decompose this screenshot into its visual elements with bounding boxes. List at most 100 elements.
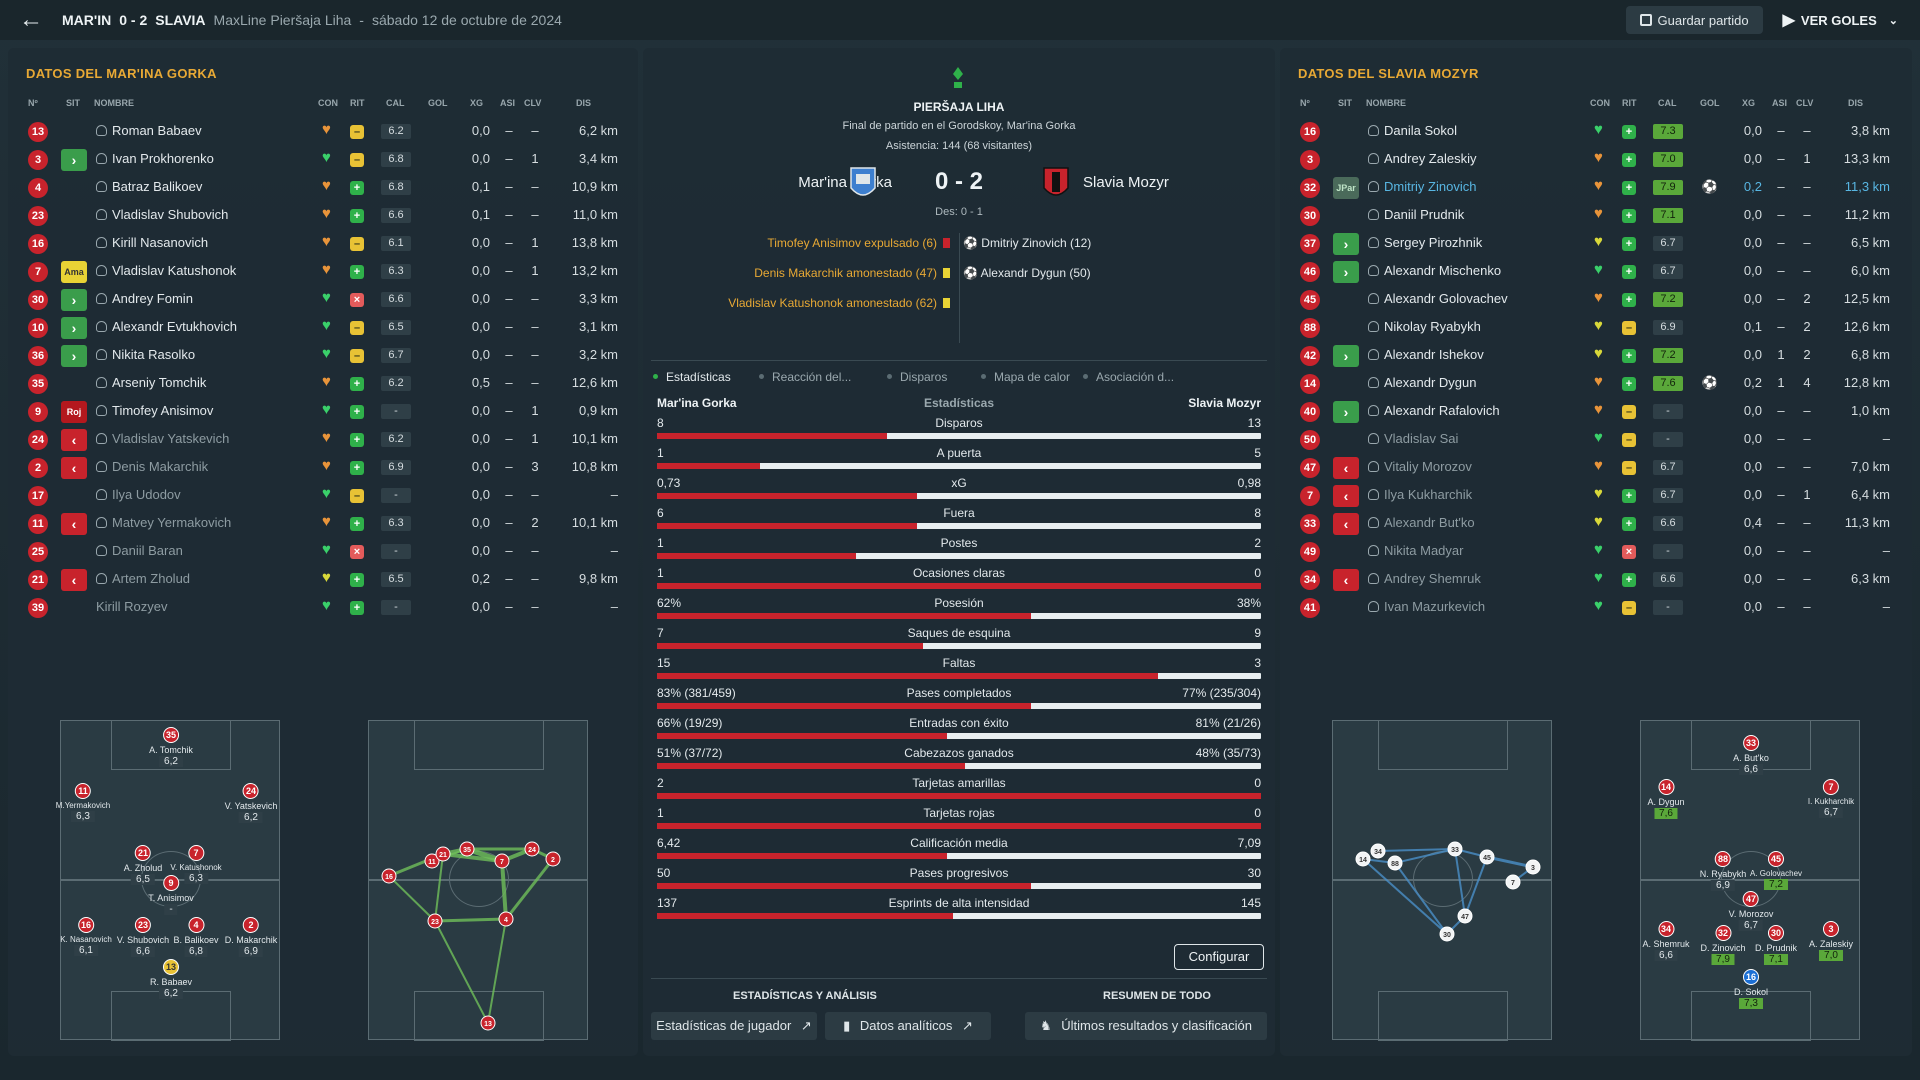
player-name[interactable]: Ivan Mazurkevich: [1368, 599, 1578, 614]
formation-player[interactable]: 16 K. Nasanovich 6,1: [60, 917, 112, 956]
pass-node[interactable]: [1447, 841, 1463, 857]
formation-player[interactable]: 24 V. Yatskevich 6,2: [225, 783, 277, 823]
pass-node[interactable]: [381, 868, 397, 884]
player-row[interactable]: 37 › Sergey Pirozhnik ♥ +6.7 0,0– –6,5 km: [1280, 230, 1910, 258]
pass-node[interactable]: [524, 841, 540, 857]
player-row[interactable]: 21 ‹ Artem Zholud ♥ +6.5 0,2– –9,8 km: [8, 566, 638, 594]
player-name[interactable]: Vladislav Shubovich: [96, 207, 306, 222]
formation-player[interactable]: 13 R. Babaev 6,2: [150, 959, 192, 999]
player-name[interactable]: Alexandr Mischenko: [1368, 263, 1578, 278]
formation-player[interactable]: 7 I. Kukharchik 6,7: [1808, 779, 1854, 818]
formation-player[interactable]: 30 D. Prudnik 7,1: [1755, 925, 1797, 965]
player-row[interactable]: 45 Alexandr Golovachev ♥ +7.2 0,0– 2 12,5 km: [1280, 286, 1910, 314]
player-row[interactable]: 36 › Nikita Rasolko ♥ –6.7 0,0– –3,2 km: [8, 342, 638, 370]
col-name[interactable]: NOMBRE: [1366, 98, 1406, 108]
col-con[interactable]: CON: [318, 98, 338, 108]
col-sit[interactable]: SIT: [1338, 98, 1353, 108]
pass-node[interactable]: [1387, 855, 1403, 871]
formation-player[interactable]: 21 A. Zholud 6,5: [124, 845, 162, 885]
player-name[interactable]: Alexandr Dygun: [1368, 375, 1578, 390]
away-team-name[interactable]: Slavia Mozyr: [1083, 174, 1169, 191]
col-gol[interactable]: GOL: [1700, 98, 1720, 108]
player-row[interactable]: 4 Batraz Balikoev ♥ +6.8 0,1– –10,9 km: [8, 174, 638, 202]
player-name[interactable]: Ilya Kukharchik: [1368, 487, 1578, 502]
formation-player[interactable]: 16 D. Sokol 7,3: [1734, 969, 1768, 1009]
player-row[interactable]: 40 › Alexandr Rafalovich ♥ – -0,0– –1,0 km: [1280, 398, 1910, 426]
player-name[interactable]: Alexandr Ishekov: [1368, 347, 1578, 362]
player-row[interactable]: 32 JPar Dmitriy Zinovich ♥ +7.9 ⚽ 0,2– –11,3 km: [1280, 174, 1910, 202]
configure-button[interactable]: Configurar: [1174, 944, 1264, 970]
col-asi[interactable]: ASI: [500, 98, 516, 108]
player-row[interactable]: 42 › Alexandr Ishekov ♥ +7.2 0,0 1 2 6,8 km: [1280, 342, 1910, 370]
col-cal[interactable]: CAL: [386, 98, 405, 108]
col-name[interactable]: NOMBRE: [94, 98, 134, 108]
pass-node[interactable]: [459, 841, 475, 857]
formation-player[interactable]: 34 A. Shemruk 6,6: [1642, 921, 1690, 961]
player-name[interactable]: Alexandr Golovachev: [1368, 291, 1578, 306]
away-event[interactable]: ⚽ Alexandr Dygun (50): [963, 266, 1091, 280]
tab-0[interactable]: Estadísticas: [653, 370, 731, 384]
pass-node[interactable]: [1355, 851, 1371, 867]
player-name[interactable]: Kirill Rozyev: [96, 599, 306, 614]
player-name[interactable]: Alexandr Rafalovich: [1368, 403, 1578, 418]
player-row[interactable]: 49 Nikita Madyar ♥ × -0,0– – –: [1280, 538, 1910, 566]
pass-node[interactable]: [1479, 849, 1495, 865]
player-row[interactable]: 33 ‹ Alexandr But'ko ♥ +6.6 0,4– –11,3 km: [1280, 510, 1910, 538]
player-row[interactable]: 13 Roman Babaev ♥ –6.2 0,0– –6,2 km: [8, 118, 638, 146]
tab-2[interactable]: Disparos: [887, 370, 947, 384]
pass-node[interactable]: [435, 846, 451, 862]
player-row[interactable]: 35 Arseniy Tomchik ♥ +6.2 0,5– –12,6 km: [8, 370, 638, 398]
col-dis[interactable]: DIS: [1848, 98, 1864, 108]
view-goals-button[interactable]: ▶ VER GOLES ⌄: [1775, 6, 1906, 34]
player-row[interactable]: 3 › Ivan Prokhorenko ♥ –6.8 0,0–1 3,4 km: [8, 146, 638, 174]
col-clv[interactable]: CLV: [524, 98, 542, 108]
formation-player[interactable]: 3 A. Zaleskiy 7,0: [1809, 921, 1853, 961]
pass-node[interactable]: [545, 851, 561, 867]
player-name[interactable]: Kirill Nasanovich: [96, 235, 306, 250]
player-name[interactable]: Batraz Balikoev: [96, 179, 306, 194]
player-row[interactable]: 39 Kirill Rozyev ♥ + -0,0– – –: [8, 594, 638, 622]
player-row[interactable]: 47 ‹ Vitaliy Morozov ♥ –6.7 0,0– –7,0 km: [1280, 454, 1910, 482]
player-row[interactable]: 46 › Alexandr Mischenko ♥ +6.7 0,0– –6,0 km: [1280, 258, 1910, 286]
player-name[interactable]: Alexandr Evtukhovich: [96, 319, 306, 334]
player-name[interactable]: Alexandr But'ko: [1368, 515, 1578, 530]
pass-node[interactable]: [1457, 908, 1473, 924]
player-name[interactable]: Nikita Rasolko: [96, 347, 306, 362]
formation-player[interactable]: 35 A. Tomchik 6,2: [149, 727, 193, 767]
col-sit[interactable]: SIT: [66, 98, 81, 108]
player-row[interactable]: 24 ‹ Vladislav Yatskevich ♥ +6.2 0,0– 1 10,1 km: [8, 426, 638, 454]
player-name[interactable]: Arseniy Tomchik: [96, 375, 306, 390]
home-crest-icon[interactable]: [848, 164, 878, 204]
player-row[interactable]: 25 Daniil Baran ♥ × -0,0– – –: [8, 538, 638, 566]
tab-4[interactable]: Asociación d...: [1083, 370, 1174, 384]
player-name[interactable]: Ivan Prokhorenko: [96, 151, 306, 166]
formation-player[interactable]: 11 M.Yermakovich 6,3: [56, 783, 110, 822]
player-name[interactable]: Sergey Pirozhnik: [1368, 235, 1578, 250]
formation-player[interactable]: 88 N. Ryabykh 6,9: [1700, 851, 1746, 891]
formation-player[interactable]: 9 T. Anisimov -: [148, 875, 194, 915]
player-name[interactable]: Nikolay Ryabykh: [1368, 319, 1578, 334]
player-name[interactable]: Nikita Madyar: [1368, 543, 1578, 558]
col-gol[interactable]: GOL: [428, 98, 448, 108]
col-cal[interactable]: CAL: [1658, 98, 1677, 108]
col-xg[interactable]: XG: [1742, 98, 1756, 108]
player-row[interactable]: 2 ‹ Denis Makarchik ♥ +6.9 0,0– 3 10,8 km: [8, 454, 638, 482]
player-row[interactable]: 50 Vladislav Sai ♥ – -0,0– – –: [1280, 426, 1910, 454]
col-rit[interactable]: RIT: [1622, 98, 1637, 108]
formation-player[interactable]: 47 V. Morozov 6,7: [1729, 891, 1773, 931]
col-no[interactable]: Nº: [1300, 98, 1310, 108]
player-name[interactable]: Vitaliy Morozov: [1368, 459, 1578, 474]
player-name[interactable]: Ilya Udodov: [96, 487, 306, 502]
player-name[interactable]: Daniil Baran: [96, 543, 306, 558]
player-row[interactable]: 10 › Alexandr Evtukhovich ♥ –6.5 0,0– –3,1 km: [8, 314, 638, 342]
player-row[interactable]: 88 Nikolay Ryabykh ♥ –6.9 0,1–2 12,6 km: [1280, 314, 1910, 342]
pass-node[interactable]: [498, 911, 514, 927]
back-arrow-icon[interactable]: ←: [19, 6, 43, 33]
player-name[interactable]: Andrey Shemruk: [1368, 571, 1578, 586]
pass-node[interactable]: [480, 1015, 496, 1031]
player-row[interactable]: 11 ‹ Matvey Yermakovich ♥ +6.3 0,0– 2 10,1 km: [8, 510, 638, 538]
player-row[interactable]: 7 Ama Vladislav Katushonok ♥ +6.3 0,0– 1 13,2 k…: [8, 258, 638, 286]
player-row[interactable]: 23 Vladislav Shubovich ♥ +6.6 0,1– –11,0 km: [8, 202, 638, 230]
tab-1[interactable]: Reacción del...: [759, 370, 851, 384]
formation-player[interactable]: 7 V. Katushonok 6,3: [170, 845, 222, 884]
